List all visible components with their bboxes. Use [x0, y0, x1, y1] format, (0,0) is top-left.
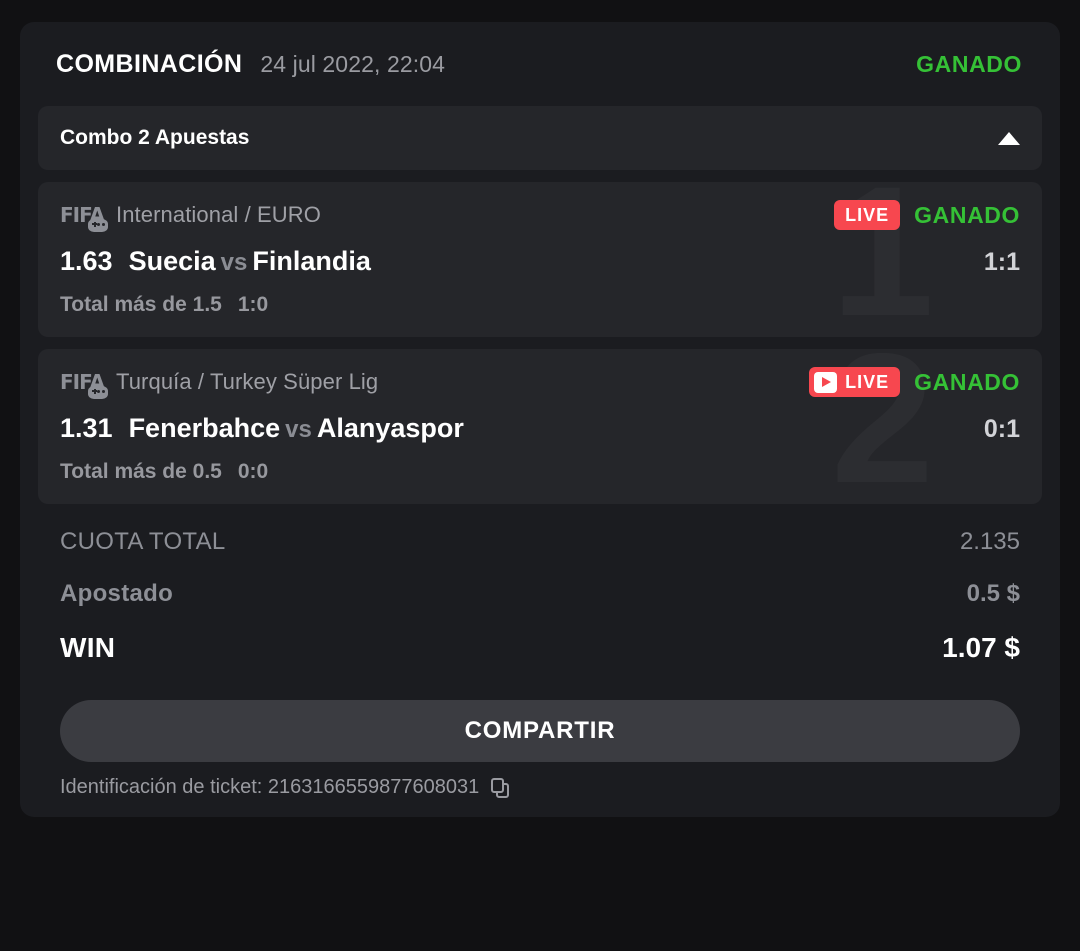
- bet-match-row: 1.31 Fenerbahce vs Alanyaspor 0:1: [60, 413, 1020, 444]
- ticket-id-label: Identificación de ticket: 21631665598776…: [60, 776, 480, 798]
- bet-odd: 1.31: [60, 413, 113, 443]
- bet-market-row: Total más de 1.5 1:0: [60, 293, 1020, 317]
- bet-teams: Suecia vs Finlandia: [129, 246, 371, 277]
- total-odds-value: 2.135: [959, 528, 1020, 555]
- stake-value: 0.5 $: [966, 580, 1020, 607]
- status-badge: GANADO: [916, 50, 1022, 77]
- bet-status-badge: GANADO: [914, 368, 1020, 395]
- share-button[interactable]: COMPARTIR: [60, 700, 1020, 762]
- total-odds-label: CUOTA TOTAL: [60, 528, 226, 555]
- home-team: Suecia: [128, 246, 216, 276]
- summary-row-win: WIN 1.07 $: [60, 632, 1020, 684]
- bet-teams: Fenerbahce vs Alanyaspor: [129, 413, 464, 444]
- bet-odd: 1.63: [60, 246, 113, 276]
- bet-status-badge: GANADO: [914, 201, 1020, 228]
- ticket-summary: CUOTA TOTAL 2.135 Apostado 0.5 $ WIN 1.0…: [38, 516, 1042, 684]
- live-stream-badge[interactable]: LIVE: [809, 367, 901, 397]
- live-label: LIVE: [845, 371, 890, 392]
- league-name: Turquía / Turkey Süper Lig: [116, 369, 379, 394]
- play-icon[interactable]: [814, 371, 838, 393]
- win-value: 1.07 $: [942, 632, 1020, 663]
- league-name: International / EURO: [116, 202, 321, 227]
- ticket-date: 24 jul 2022, 22:04: [260, 50, 446, 77]
- bet-league-row: FIFA Turquía / Turkey Süper Lig LIVE GAN…: [60, 367, 1020, 399]
- match-score: 1:1: [983, 248, 1020, 276]
- ticket-header: COMBINACIÓN 24 jul 2022, 22:04 GANADO: [38, 22, 1042, 106]
- bet-row[interactable]: 2 FIFA Turquía / Turkey Süper Lig LIVE G…: [38, 349, 1042, 504]
- bet-market: Total más de 0.5: [60, 460, 222, 483]
- ticket-id-row: Identificación de ticket: 21631665598776…: [38, 762, 1042, 817]
- win-label: WIN: [60, 632, 116, 663]
- share-section: COMPARTIR: [38, 684, 1042, 762]
- stake-label: Apostado: [60, 580, 174, 607]
- fifa-esports-icon: FIFA: [60, 201, 108, 232]
- summary-row-total-odds: CUOTA TOTAL 2.135: [60, 528, 1020, 580]
- bet-market-row: Total más de 0.5 0:0: [60, 460, 1020, 484]
- bet-market-score: 1:0: [237, 293, 269, 316]
- vs-label: vs: [220, 249, 248, 276]
- live-badge: LIVE: [834, 200, 901, 230]
- bet-league-row: FIFA International / EURO LIVE GANADO: [60, 200, 1020, 232]
- away-team: Alanyaspor: [316, 413, 464, 443]
- page-title: COMBINACIÓN: [56, 49, 243, 78]
- bet-market: Total más de 1.5: [60, 293, 222, 316]
- home-team: Fenerbahce: [128, 413, 281, 443]
- away-team: Finlandia: [252, 246, 371, 276]
- match-score: 0:1: [983, 415, 1020, 443]
- summary-row-stake: Apostado 0.5 $: [60, 580, 1020, 632]
- bet-row[interactable]: 1 FIFA International / EURO LIVE GANADO …: [38, 182, 1042, 337]
- caret-up-icon[interactable]: [998, 131, 1020, 145]
- combo-header-row[interactable]: Combo 2 Apuestas: [38, 106, 1042, 170]
- fifa-esports-icon: FIFA: [60, 368, 108, 399]
- copy-icon[interactable]: [491, 777, 511, 798]
- bet-match-row: 1.63 Suecia vs Finlandia 1:1: [60, 246, 1020, 277]
- ticket-card: COMBINACIÓN 24 jul 2022, 22:04 GANADO Co…: [20, 22, 1060, 817]
- live-label: LIVE: [845, 204, 890, 225]
- bet-market-score: 0:0: [237, 460, 269, 483]
- combo-title: Combo 2 Apuestas: [60, 126, 250, 149]
- vs-label: vs: [285, 416, 312, 443]
